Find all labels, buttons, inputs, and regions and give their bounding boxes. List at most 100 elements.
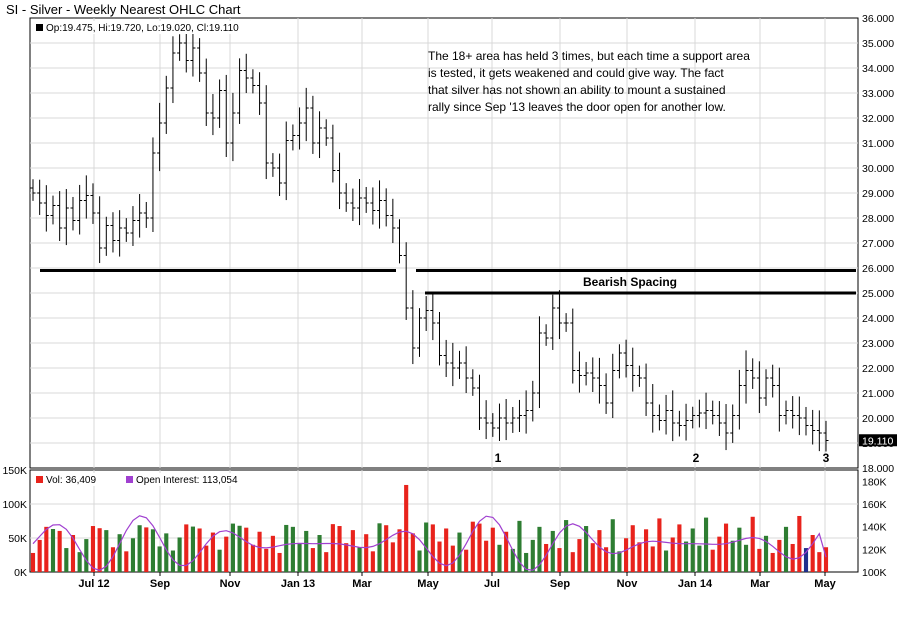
volume-bar [730, 540, 735, 572]
volume-bar [477, 523, 482, 572]
volume-bar [683, 541, 689, 572]
volume-bar [743, 544, 749, 572]
volume-bar [330, 524, 335, 572]
low-marker-label: 1 [495, 451, 502, 465]
volume-bar [144, 527, 149, 572]
volume-bar [757, 548, 762, 572]
price-axis-tick: 29.000 [862, 188, 894, 200]
volume-bar [97, 528, 102, 572]
volume-bar [737, 527, 742, 572]
volume-bar [657, 518, 662, 572]
volume-bar [803, 548, 809, 572]
price-axis-tick: 32.000 [862, 113, 894, 125]
volume-bar [484, 540, 489, 572]
volume-bar [810, 535, 815, 572]
volume-bar [217, 549, 222, 572]
price-legend-text: Op:19.475, Hi:19.720, Lo:19.020, Cl:19.1… [46, 23, 239, 34]
oi-axis-tick: 180K [862, 476, 887, 488]
price-axis-tick: 33.000 [862, 88, 894, 100]
volume-bar [197, 528, 202, 572]
volume-bar [44, 526, 49, 572]
commentary-line: that silver has not shown an ability to … [428, 83, 726, 97]
volume-bar [670, 537, 675, 572]
oi-axis-tick: 120K [862, 544, 887, 556]
last-price-box [859, 434, 897, 447]
volume-bar [664, 550, 669, 572]
volume-bar [783, 526, 789, 572]
price-axis-tick: 27.000 [862, 238, 894, 250]
volume-bar [464, 549, 469, 572]
oi-legend-swatch [126, 476, 133, 483]
volume-bar [110, 547, 116, 572]
volume-bar [590, 543, 595, 572]
price-axis-tick: 20.000 [862, 413, 894, 425]
volume-bar [717, 536, 722, 572]
volume-bar [584, 526, 589, 572]
volume-bar [497, 544, 502, 572]
x-axis-tick-label: Sep [550, 578, 570, 590]
x-axis-tick-label: May [417, 578, 439, 590]
price-axis-tick: 36.000 [862, 13, 894, 25]
volume-bar [284, 524, 289, 572]
volume-bar [150, 529, 156, 572]
volume-bar [50, 529, 56, 572]
oi-legend-text: Open Interest: 113,054 [136, 475, 238, 486]
volume-bar [357, 547, 362, 572]
price-axis-tick: 18.000 [862, 463, 894, 475]
volume-bar [644, 529, 649, 572]
volume-bar [750, 516, 755, 572]
volume-bar [790, 543, 795, 572]
volume-bar [650, 546, 655, 572]
volume-bar [517, 520, 522, 572]
volume-bar [297, 543, 302, 572]
volume-legend-swatch [36, 476, 43, 483]
volume-bar [304, 530, 309, 572]
volume-bar [190, 526, 195, 572]
volume-bar [490, 527, 495, 572]
volume-bar [250, 544, 255, 572]
volume-bar [117, 534, 122, 572]
volume-bar [504, 531, 509, 572]
price-axis-tick: 26.000 [862, 263, 894, 275]
volume-bar [290, 526, 295, 572]
volume-bar [570, 552, 575, 572]
volume-bar [610, 519, 615, 572]
low-marker-label: 3 [823, 451, 830, 465]
volume-bar [350, 530, 355, 572]
volume-bar [137, 525, 142, 572]
oi-axis-tick: 140K [862, 522, 887, 534]
x-axis-tick-label: Mar [750, 578, 770, 590]
volume-bar [244, 527, 249, 572]
volume-bar [577, 539, 582, 572]
volume-bar [124, 551, 129, 572]
volume-bar [604, 547, 609, 572]
volume-bar [344, 543, 349, 572]
volume-bar [770, 552, 775, 572]
x-axis-tick-label: Jan 14 [678, 578, 713, 590]
commentary-line: rally since Sep '13 leaves the door open… [428, 100, 726, 114]
volume-bar [170, 550, 176, 572]
open-interest-line [32, 515, 827, 571]
volume-bar [104, 530, 109, 572]
volume-bar [703, 517, 709, 572]
price-axis-tick: 25.000 [862, 288, 894, 300]
volume-bar [524, 552, 529, 572]
price-legend-box [34, 21, 254, 34]
volume-bar [470, 521, 475, 572]
x-axis-tick-label: Jan 13 [281, 578, 315, 590]
volume-axis-tick: 100K [2, 499, 27, 511]
volume-bar [444, 528, 449, 572]
volume-bar [697, 545, 702, 572]
volume-bar [37, 539, 42, 572]
volume-bar [77, 552, 82, 572]
volume-bar [270, 535, 275, 572]
x-axis-tick-label: Jul 12 [78, 578, 109, 590]
volume-bar [370, 551, 375, 572]
x-axis-tick-label: May [814, 578, 836, 590]
volume-bar [230, 523, 235, 572]
volume-bar [723, 523, 729, 572]
volume-bar [237, 525, 242, 572]
volume-bar [364, 534, 369, 572]
